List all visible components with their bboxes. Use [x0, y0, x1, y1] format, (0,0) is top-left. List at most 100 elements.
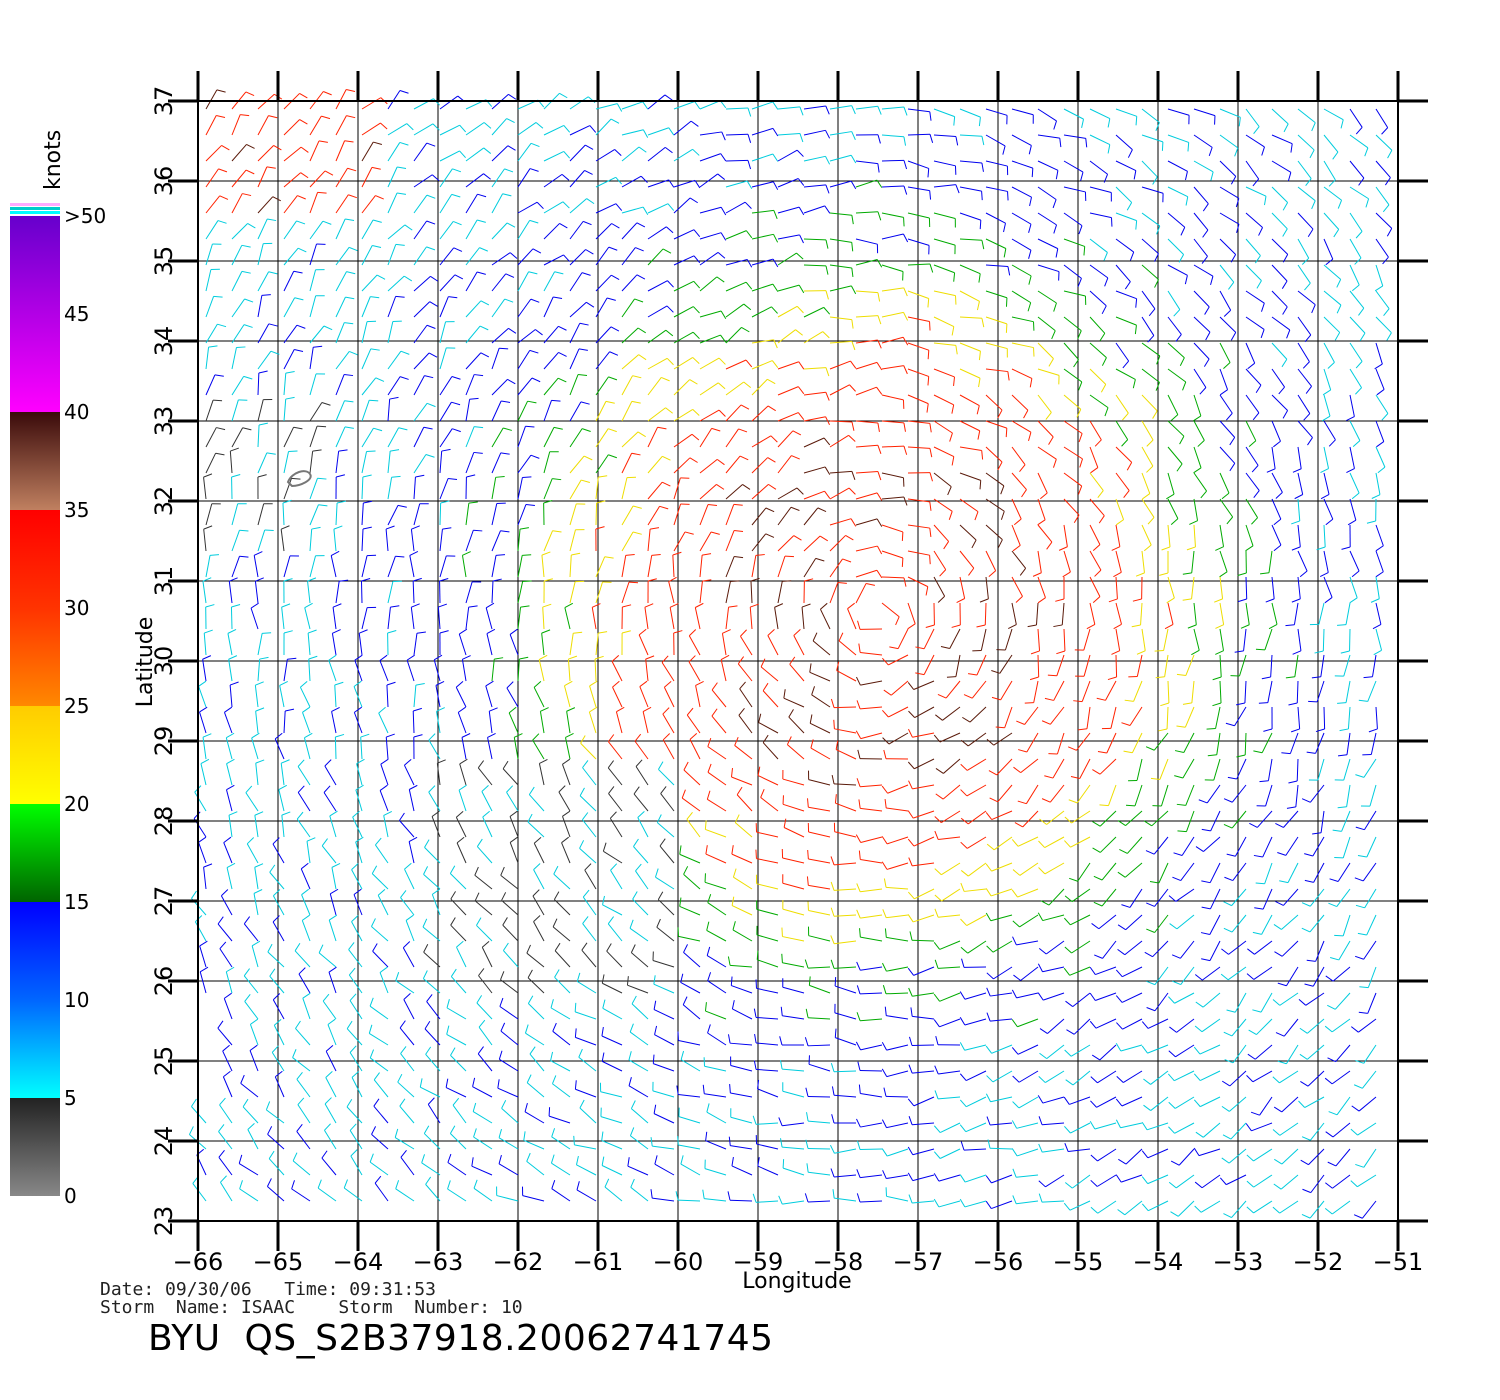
- wind-barb: [647, 407, 666, 422]
- wind-barb-flag: [1227, 776, 1237, 780]
- wind-barb-flag: [908, 1116, 913, 1125]
- wind-barb-flag: [877, 163, 880, 173]
- wind-barb: [1228, 940, 1247, 955]
- wind-barb: [838, 640, 857, 656]
- wind-barb: [1245, 394, 1260, 414]
- wind-barb-flag: [455, 680, 464, 688]
- wind-barb-flag: [1090, 1206, 1099, 1214]
- wind-barb: [491, 580, 494, 604]
- wind-barb: [413, 275, 431, 292]
- wind-barb: [229, 685, 233, 708]
- wind-barb-flag: [1366, 520, 1376, 524]
- wind-barb-flag: [744, 201, 752, 209]
- wind-barb: [1020, 966, 1039, 981]
- wind-barb-flag: [255, 759, 265, 764]
- wind-barb: [829, 316, 852, 321]
- wind-barb: [245, 792, 259, 812]
- wind-barb-flag: [645, 655, 655, 660]
- wind-barb-flag: [741, 326, 750, 333]
- wind-barb-flag: [361, 577, 371, 582]
- wind-barb: [1270, 654, 1273, 677]
- wind-barb-flag: [334, 681, 344, 686]
- wind-barb: [360, 737, 363, 760]
- wind-barb: [645, 659, 649, 682]
- wind-barb-flag: [1059, 138, 1062, 148]
- wind-barb: [941, 888, 961, 902]
- wind-barb: [476, 846, 493, 864]
- wind-barb-flag: [1299, 1053, 1308, 1060]
- wind-barb-flag: [1115, 519, 1124, 526]
- wind-barb: [297, 766, 311, 786]
- wind-barb-flag: [1292, 650, 1302, 655]
- wind-barb-flag: [1038, 867, 1046, 875]
- wind-barb: [517, 581, 524, 604]
- wind-barb-flag: [441, 448, 451, 452]
- wind-barb: [964, 1018, 987, 1026]
- wind-barb: [985, 420, 1007, 429]
- wind-barb: [1141, 524, 1152, 546]
- wind-barb: [413, 477, 416, 500]
- wind-barb: [582, 767, 597, 786]
- wind-barb: [881, 445, 905, 448]
- wind-barb: [1297, 108, 1316, 124]
- wind-barb: [1202, 1122, 1221, 1138]
- wind-barb-flag: [251, 940, 261, 947]
- wind-barb: [945, 680, 961, 699]
- wind-barb-flag: [500, 1022, 506, 1032]
- wind-barb: [387, 376, 401, 396]
- wind-barb-flag: [979, 598, 989, 603]
- wind-barb: [301, 894, 311, 916]
- wind-barb: [1193, 290, 1210, 308]
- wind-barb-flag: [610, 863, 618, 871]
- wind-barb: [959, 342, 981, 352]
- wind-barb-flag: [933, 1151, 941, 1159]
- wind-barb: [819, 608, 831, 630]
- wind-barb-flag: [707, 504, 718, 507]
- wind-barb: [477, 1053, 493, 1072]
- wind-barb: [1349, 238, 1362, 259]
- wind-barb: [387, 321, 394, 344]
- wind-barb: [829, 212, 852, 216]
- wind-barb: [1037, 238, 1058, 250]
- wind-barb-flag: [317, 191, 327, 194]
- wind-barb-flag: [1350, 1180, 1358, 1188]
- wind-barb: [808, 831, 831, 838]
- wind-barb: [542, 607, 545, 630]
- wind-barb-flag: [1145, 850, 1155, 855]
- wind-barb: [283, 324, 298, 344]
- wind-barb: [1239, 654, 1247, 677]
- wind-barb-flag: [1148, 308, 1156, 317]
- wind-barb: [439, 296, 449, 318]
- wind-barb: [964, 888, 987, 892]
- wind-barb-flag: [474, 866, 479, 876]
- wind-barb: [1167, 368, 1187, 383]
- wind-barb: [334, 736, 337, 760]
- wind-barb-flag: [660, 786, 667, 794]
- wind-barb-flag: [500, 971, 505, 980]
- wind-barb-flag: [271, 1045, 279, 1053]
- wind-barb-flag: [1077, 485, 1083, 495]
- wind-barb: [1025, 784, 1039, 804]
- wind-barb-flag: [1337, 200, 1343, 209]
- longitude-tick-label: −54: [1133, 1248, 1184, 1276]
- wind-barb: [608, 741, 623, 760]
- wind-barb: [309, 373, 317, 396]
- wind-barb-flag: [1063, 1096, 1070, 1105]
- wind-barb: [789, 663, 805, 682]
- wind-barb: [1219, 602, 1225, 625]
- wind-barb-flag: [628, 1051, 632, 1061]
- wind-barb-flag: [231, 474, 241, 478]
- wind-barb: [205, 374, 216, 396]
- wind-barb: [428, 739, 441, 760]
- wind-barb: [217, 1027, 233, 1046]
- wind-barb: [1271, 108, 1289, 125]
- wind-barb-flag: [397, 166, 407, 169]
- wind-barb: [1089, 576, 1101, 597]
- wind-barb-flag: [1238, 117, 1241, 127]
- wind-barb: [532, 739, 545, 760]
- wind-barb: [1024, 706, 1039, 725]
- wind-barb-flag: [1355, 774, 1365, 778]
- wind-barb-flag: [217, 220, 227, 224]
- wind-barb: [1174, 1096, 1195, 1109]
- wind-barb-flag: [934, 894, 942, 902]
